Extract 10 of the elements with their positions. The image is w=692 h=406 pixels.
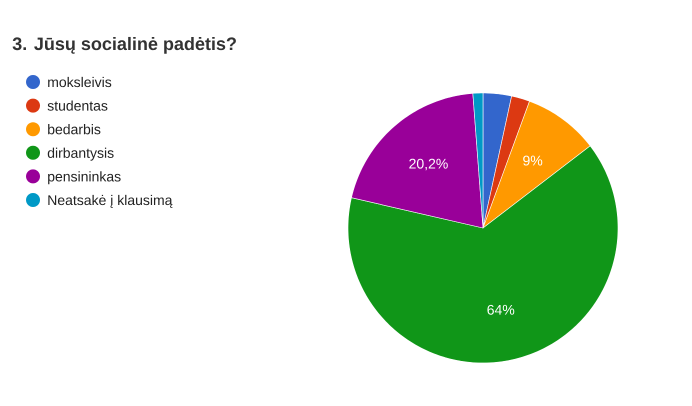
legend-label: moksleivis: [48, 76, 112, 88]
legend-label: pensininkas: [48, 171, 121, 184]
data-label: 9%: [523, 156, 542, 166]
legend-label: studentas: [48, 100, 108, 111]
data-label: 20,2%: [409, 158, 448, 170]
legend-label: dirbantysis: [48, 148, 114, 161]
legend-label: Neatsakė į klausimą: [48, 194, 172, 208]
chart-title: 3. Jūsų socialinė padėtis?: [12, 36, 236, 54]
legend-label: bedarbis: [48, 124, 100, 134]
data-label: 64%: [487, 304, 514, 315]
